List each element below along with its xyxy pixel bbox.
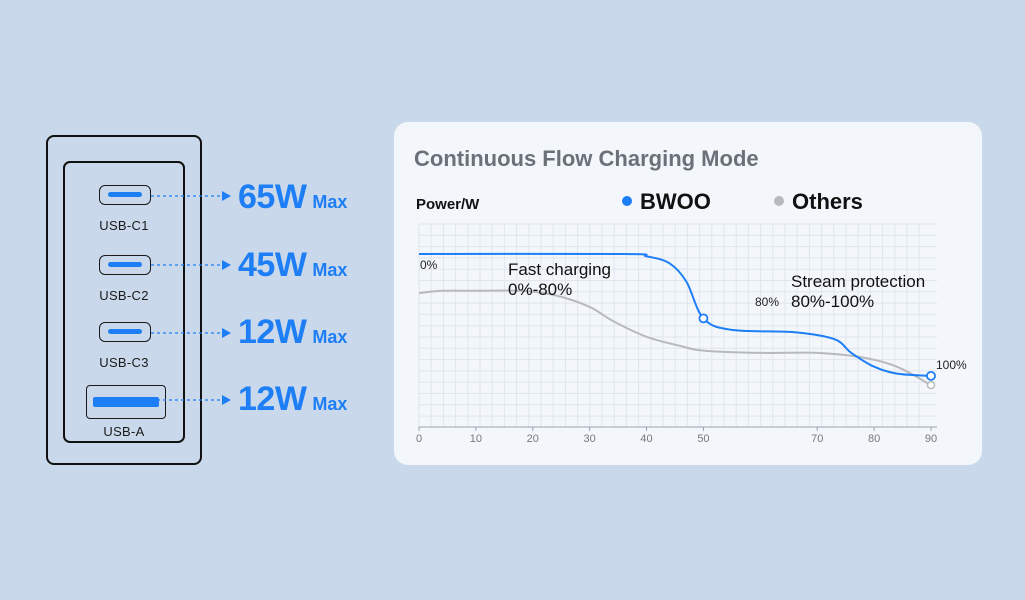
usb-c3-label: USB-C3 xyxy=(99,355,149,370)
x-tick-label: 80 xyxy=(868,433,880,445)
chart-card: Continuous Flow Charging Mode Power/W BW… xyxy=(394,122,982,465)
x-tick-label: 10 xyxy=(470,433,482,445)
x-tick-label: 70 xyxy=(811,433,823,445)
stream-protection-title: Stream protection xyxy=(791,272,926,291)
usb-c2-watt-value: 45W xyxy=(238,246,307,284)
legend-label-bwoo: BWOO xyxy=(640,189,711,214)
usb-c1-wattage: 65W Max xyxy=(238,178,347,217)
x-tick-label: 50 xyxy=(697,433,709,445)
x-tick-label: 20 xyxy=(527,433,539,445)
usb-a-port-icon xyxy=(86,385,166,419)
stream-protection-range: 80%-100% xyxy=(791,292,875,311)
usb-c1-max-label: Max xyxy=(312,192,348,212)
legend-label-others: Others xyxy=(792,189,863,214)
usb-c1-watt-value: 65W xyxy=(238,178,307,216)
usb-c2-label: USB-C2 xyxy=(99,288,149,303)
y-axis-label: Power/W xyxy=(416,196,480,213)
chart-plot-area: 0 10 20 30 40 50 70 80 90 xyxy=(416,223,937,445)
usb-c2-max-label: Max xyxy=(312,260,348,280)
charger-port-panel: USB-C1 USB-C2 USB-C3 USB-A xyxy=(63,161,185,443)
usb-c3-max-label: Max xyxy=(312,327,348,347)
arrow-icon xyxy=(222,260,231,270)
usb-a-max-label: Max xyxy=(312,394,348,414)
x-tick-label: 30 xyxy=(584,433,596,445)
chart-title: Continuous Flow Charging Mode xyxy=(414,146,759,171)
usb-a-watt-value: 12W xyxy=(238,380,307,418)
fast-charging-range: 0%-80% xyxy=(508,280,573,299)
fast-charging-title: Fast charging xyxy=(508,260,611,279)
usb-c3-watt-value: 12W xyxy=(238,313,307,351)
legend-item-others: Others xyxy=(774,189,863,215)
mid-percent-label: 80% xyxy=(755,295,780,309)
x-tick-label: 90 xyxy=(925,433,937,445)
usb-c1-port-icon xyxy=(99,185,151,205)
usb-c3-port-icon xyxy=(99,322,151,342)
usb-a-wattage: 12W Max xyxy=(238,380,347,419)
legend-item-bwoo: BWOO xyxy=(622,189,711,215)
x-tick-label: 0 xyxy=(416,433,422,445)
stream-protection-annotation: Stream protection 80%-100% xyxy=(791,272,925,312)
usb-c2-port-icon xyxy=(99,255,151,275)
usb-c2-wattage: 45W Max xyxy=(238,246,347,285)
others-end-point xyxy=(926,380,936,390)
others-series-line xyxy=(418,289,932,386)
bwoo-end-point xyxy=(926,370,936,381)
arrow-icon xyxy=(222,328,231,338)
arrow-icon xyxy=(222,191,231,201)
x-tick-label: 40 xyxy=(640,433,652,445)
usb-c1-label: USB-C1 xyxy=(99,218,149,233)
arrow-icon xyxy=(222,395,231,405)
bwoo-mid-point xyxy=(698,313,709,324)
usb-a-label: USB-A xyxy=(103,424,145,439)
fast-charging-annotation: Fast charging 0%-80% xyxy=(508,260,611,300)
start-percent-label: 0% xyxy=(420,258,438,272)
legend-dot-icon xyxy=(622,196,632,207)
legend-dot-icon xyxy=(774,196,784,207)
charger-body: USB-C1 USB-C2 USB-C3 USB-A xyxy=(46,135,202,465)
bwoo-series-line xyxy=(418,252,932,377)
end-percent-label: 100% xyxy=(936,358,967,372)
usb-c3-wattage: 12W Max xyxy=(238,313,347,352)
